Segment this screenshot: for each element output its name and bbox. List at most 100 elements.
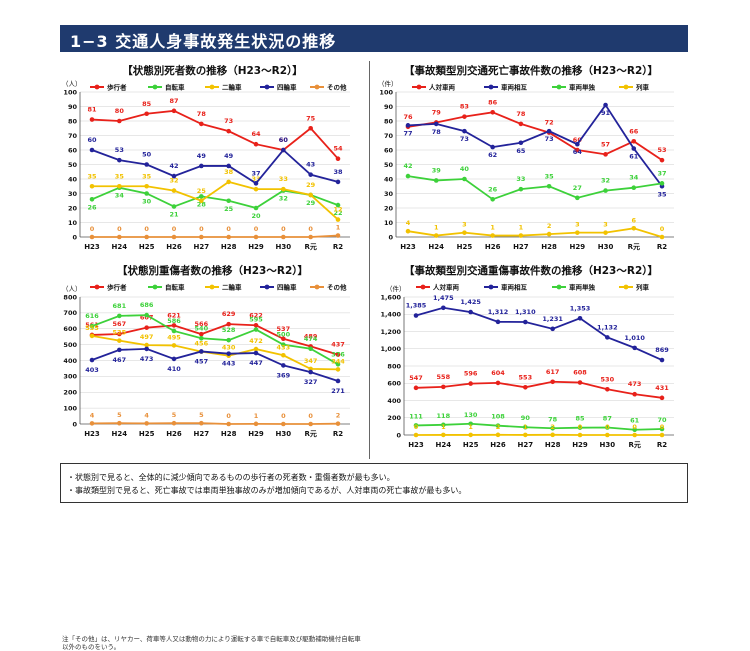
data-point bbox=[308, 422, 313, 427]
y-tick-label: 700 bbox=[63, 309, 77, 317]
data-point bbox=[441, 433, 446, 438]
data-label: 2 bbox=[547, 222, 552, 230]
data-label: 25 bbox=[197, 187, 207, 195]
data-label: 473 bbox=[628, 380, 642, 388]
data-label: 497 bbox=[140, 333, 154, 341]
data-label: 87 bbox=[603, 414, 612, 422]
data-point bbox=[281, 422, 286, 427]
data-label: 12 bbox=[333, 206, 342, 214]
data-label: 35 bbox=[545, 172, 555, 180]
series-line bbox=[92, 150, 338, 183]
y-tick-label: 500 bbox=[63, 341, 77, 349]
data-point bbox=[578, 380, 583, 385]
data-label: 130 bbox=[464, 411, 478, 419]
y-tick-label: 0 bbox=[396, 431, 401, 439]
data-point bbox=[117, 158, 122, 163]
data-label: 1 bbox=[468, 423, 473, 431]
data-label: 547 bbox=[409, 374, 423, 382]
data-label: 64 bbox=[573, 148, 583, 156]
data-point bbox=[117, 235, 122, 240]
x-tick-label: H27 bbox=[194, 243, 210, 251]
y-tick-label: 800 bbox=[63, 293, 77, 301]
data-label: 111 bbox=[409, 412, 423, 420]
data-label: 86 bbox=[488, 98, 498, 106]
data-point bbox=[90, 421, 95, 426]
data-label: 60 bbox=[279, 136, 289, 144]
y-tick-label: 10 bbox=[68, 219, 78, 227]
data-label: 5 bbox=[172, 411, 177, 419]
data-point bbox=[117, 348, 122, 353]
y-tick-label: 20 bbox=[68, 204, 78, 212]
data-label: 78 bbox=[197, 110, 207, 118]
legend-marker bbox=[210, 285, 215, 290]
data-point bbox=[144, 191, 149, 196]
data-point bbox=[603, 188, 608, 193]
data-point bbox=[172, 109, 177, 114]
data-point bbox=[199, 421, 204, 426]
data-point bbox=[631, 146, 636, 151]
data-point bbox=[144, 162, 149, 167]
data-point bbox=[519, 233, 524, 238]
data-label: 3 bbox=[603, 221, 608, 229]
data-label: 500 bbox=[277, 331, 291, 339]
legend-marker bbox=[557, 285, 562, 290]
data-point bbox=[144, 111, 149, 116]
slide: 1−3 交通人身事故発生状況の推移 【状態別死者数の推移（H23～R2）】 （人… bbox=[0, 0, 750, 530]
data-label: 6 bbox=[632, 216, 637, 224]
x-tick-label: H30 bbox=[600, 441, 616, 449]
series-line bbox=[92, 236, 338, 237]
data-label: 53 bbox=[115, 146, 124, 154]
data-label: 80 bbox=[115, 107, 125, 115]
y-tick-label: 600 bbox=[387, 380, 401, 388]
data-point bbox=[308, 235, 313, 240]
data-label: 77 bbox=[403, 129, 412, 137]
data-label: 1 bbox=[490, 224, 495, 232]
y-tick-label: 50 bbox=[68, 161, 78, 169]
data-label: 447 bbox=[249, 359, 263, 367]
data-point bbox=[117, 119, 122, 124]
data-label: 474 bbox=[304, 335, 318, 343]
data-label: 49 bbox=[197, 152, 207, 160]
data-label: 57 bbox=[601, 140, 610, 148]
data-point bbox=[172, 174, 177, 179]
summary-box: ・状態別で見ると、全体的に減少傾向であるものの歩行者の死者数・重傷者数が最も多い… bbox=[60, 463, 688, 503]
summary-line: ・事故類型別で見ると、死亡事故では車両単独事故のみが増加傾向であるが、人対車両の… bbox=[67, 485, 466, 496]
x-tick-label: H30 bbox=[276, 430, 292, 438]
data-label: 555 bbox=[85, 324, 99, 332]
y-tick-label: 30 bbox=[68, 190, 78, 198]
data-label: 85 bbox=[142, 100, 152, 108]
y-tick-label: 0 bbox=[72, 233, 77, 241]
data-point bbox=[631, 139, 636, 144]
legend-label: 車両単独 bbox=[569, 283, 596, 292]
data-point bbox=[144, 347, 149, 352]
series-line bbox=[92, 423, 338, 424]
data-point bbox=[199, 164, 204, 169]
data-label: 73 bbox=[460, 135, 469, 143]
legend-label: 車両単独 bbox=[569, 83, 596, 92]
data-point bbox=[254, 347, 259, 352]
data-label: 21 bbox=[169, 211, 179, 219]
data-point bbox=[496, 433, 501, 438]
data-label: 437 bbox=[331, 341, 345, 349]
data-point bbox=[603, 230, 608, 235]
x-tick-label: H23 bbox=[84, 430, 100, 438]
data-point bbox=[117, 421, 122, 426]
x-tick-label: H24 bbox=[112, 430, 128, 438]
data-point bbox=[254, 327, 259, 332]
x-tick-label: H24 bbox=[112, 243, 128, 251]
data-label: 1 bbox=[336, 224, 341, 232]
data-label: 35 bbox=[87, 172, 97, 180]
y-axis-unit: （件） bbox=[378, 79, 398, 88]
data-point bbox=[605, 335, 610, 340]
data-point bbox=[632, 346, 637, 351]
data-point bbox=[199, 235, 204, 240]
data-point bbox=[254, 235, 259, 240]
data-label: 869 bbox=[655, 346, 669, 354]
data-point bbox=[660, 158, 665, 163]
x-tick-label: R2 bbox=[657, 243, 667, 251]
data-label: 430 bbox=[222, 344, 236, 352]
data-label: 32 bbox=[279, 195, 288, 203]
